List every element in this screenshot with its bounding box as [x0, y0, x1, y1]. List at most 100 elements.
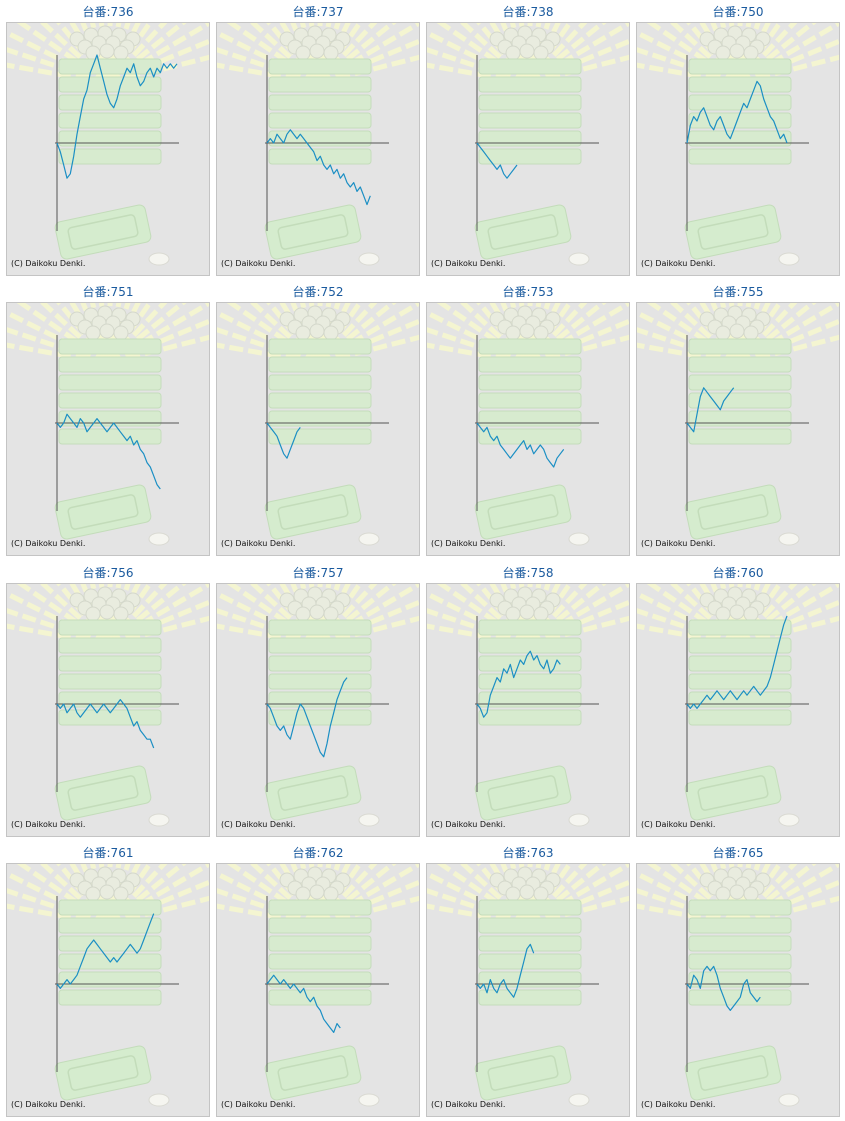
machine-number-title[interactable]: 台番:761	[82, 846, 134, 860]
sun-ray	[637, 62, 739, 86]
bottom-tray	[54, 204, 152, 260]
stacked-tray	[268, 637, 372, 654]
machine-number-title[interactable]: 台番:752	[292, 285, 344, 299]
stacked-tray	[58, 691, 162, 708]
machine-number-title[interactable]: 台番:737	[292, 5, 344, 19]
graph-frame: (C) Daikoku Denki.	[216, 863, 420, 1117]
ball	[533, 886, 549, 902]
stacked-tray	[268, 410, 372, 427]
bottom-tray-inner	[697, 494, 769, 530]
background-artwork	[637, 23, 839, 266]
machine-number-title[interactable]: 台番:751	[82, 285, 134, 299]
stacked-tray	[478, 637, 582, 654]
background-artwork	[7, 23, 209, 266]
ball	[715, 606, 731, 622]
graph-panel[interactable]: 台番:762 (C) Daikoku Denki.	[216, 841, 420, 1119]
machine-number-title[interactable]: 台番:755	[712, 285, 764, 299]
stacked-tray	[58, 130, 162, 147]
graph-panel[interactable]: 台番:750 (C) Daikoku Denki.	[636, 0, 840, 278]
machine-number-title[interactable]: 台番:736	[82, 5, 134, 19]
machine-number-title[interactable]: 台番:757	[292, 566, 344, 580]
bottom-tray-inner	[277, 775, 349, 811]
graph-panel[interactable]: 台番:755 (C) Daikoku Denki.	[636, 280, 840, 558]
ball	[729, 604, 745, 620]
ball	[85, 886, 101, 902]
bottom-tray	[264, 1045, 362, 1101]
background-artwork	[637, 584, 839, 827]
coin	[358, 252, 380, 266]
bottom-tray	[684, 1045, 782, 1101]
machine-number-title[interactable]: 台番:738	[502, 5, 554, 19]
ball	[505, 45, 521, 61]
sun-ray	[7, 623, 109, 647]
bottom-tray-inner	[487, 494, 559, 530]
slump-graph	[7, 303, 209, 546]
graph-panel[interactable]: 台番:761 (C) Daikoku Denki.	[6, 841, 210, 1119]
graph-panel[interactable]: 台番:737 (C) Daikoku Denki.	[216, 0, 420, 278]
graph-panel[interactable]: 台番:758 (C) Daikoku Denki.	[426, 561, 630, 839]
stacked-tray	[688, 148, 792, 165]
copyright-label: (C) Daikoku Denki.	[11, 259, 86, 268]
graph-panel[interactable]: 台番:757 (C) Daikoku Denki.	[216, 561, 420, 839]
series-line	[266, 422, 301, 459]
sun-ray	[7, 62, 109, 86]
copyright-label: (C) Daikoku Denki.	[431, 1100, 506, 1109]
bottom-tray	[264, 204, 362, 260]
graph-panel[interactable]: 台番:738 (C) Daikoku Denki.	[426, 0, 630, 278]
stacked-tray	[268, 338, 372, 355]
graph-panel[interactable]: 台番:756 (C) Daikoku Denki.	[6, 561, 210, 839]
graph-panel[interactable]: 台番:753 (C) Daikoku Denki.	[426, 280, 630, 558]
machine-number-title[interactable]: 台番:756	[82, 566, 134, 580]
sun-ray	[249, 23, 320, 85]
stacked-tray	[58, 356, 162, 373]
coin	[148, 813, 170, 827]
machine-number-title[interactable]: 台番:765	[712, 846, 764, 860]
stacked-tray	[268, 989, 372, 1006]
copyright-label: (C) Daikoku Denki.	[221, 539, 296, 548]
sun-ray	[316, 864, 397, 926]
sun-ray	[39, 23, 110, 85]
stacked-tray	[58, 655, 162, 672]
ball	[743, 45, 759, 61]
sun-ray	[526, 864, 588, 926]
copyright-label: (C) Daikoku Denki.	[431, 820, 506, 829]
stacked-tray	[268, 94, 372, 111]
stacked-tray	[58, 428, 162, 445]
graph-panel[interactable]: 台番:751 (C) Daikoku Denki.	[6, 280, 210, 558]
sun-ray	[106, 584, 168, 646]
ball	[519, 323, 535, 339]
series-line	[476, 650, 561, 718]
graph-panel[interactable]: 台番:763 (C) Daikoku Denki.	[426, 841, 630, 1119]
machine-number-title[interactable]: 台番:758	[502, 566, 554, 580]
machine-number-title[interactable]: 台番:762	[292, 846, 344, 860]
sun-ray	[217, 903, 319, 927]
stacked-tray	[268, 917, 372, 934]
coin	[778, 532, 800, 546]
bottom-tray-inner	[277, 214, 349, 250]
stacked-tray	[478, 392, 582, 409]
copyright-label: (C) Daikoku Denki.	[221, 259, 296, 268]
series-line	[56, 413, 161, 490]
sun-ray	[669, 864, 740, 926]
ball	[505, 606, 521, 622]
series-line	[686, 80, 788, 144]
machine-number-title[interactable]: 台番:753	[502, 285, 554, 299]
stacked-tray	[688, 76, 792, 93]
stacked-tray	[688, 392, 792, 409]
sun-ray	[106, 303, 187, 365]
graph-panel[interactable]: 台番:736 (C) Daikoku Denki.	[6, 0, 210, 278]
machine-number-title[interactable]: 台番:750	[712, 5, 764, 19]
background-artwork	[217, 584, 419, 827]
coin	[148, 532, 170, 546]
bottom-tray-inner	[277, 1055, 349, 1091]
copyright-label: (C) Daikoku Denki.	[641, 539, 716, 548]
copyright-label: (C) Daikoku Denki.	[221, 820, 296, 829]
machine-number-title[interactable]: 台番:760	[712, 566, 764, 580]
machine-number-title[interactable]: 台番:763	[502, 846, 554, 860]
slump-graph	[637, 864, 839, 1107]
graph-panel[interactable]: 台番:760 (C) Daikoku Denki.	[636, 561, 840, 839]
ball	[715, 45, 731, 61]
graph-panel[interactable]: 台番:752 (C) Daikoku Denki.	[216, 280, 420, 558]
sun-ray	[526, 864, 607, 926]
graph-panel[interactable]: 台番:765 (C) Daikoku Denki.	[636, 841, 840, 1119]
